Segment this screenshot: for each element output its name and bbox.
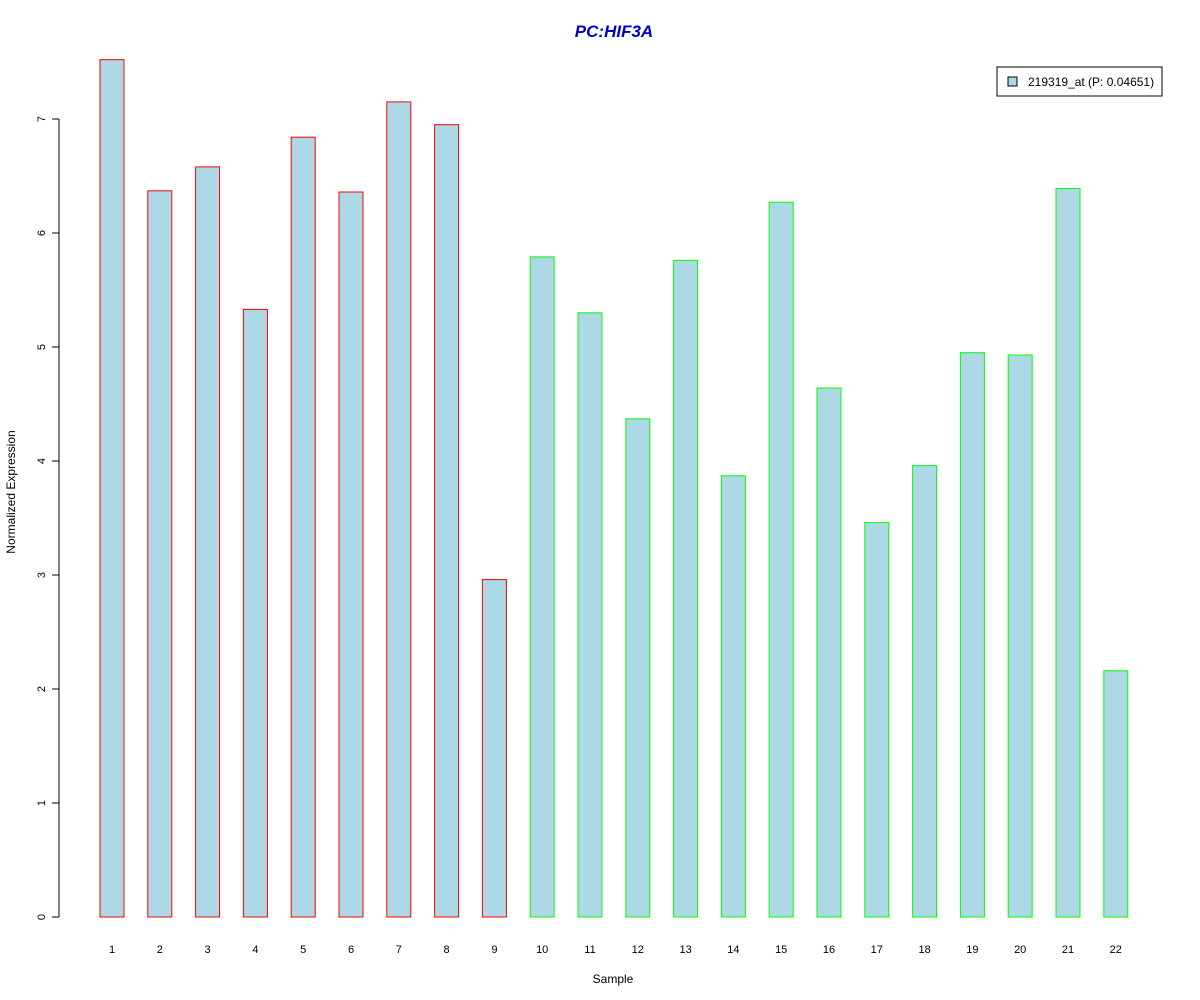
x-tick-label: 19 bbox=[966, 944, 978, 956]
x-tick-label: 4 bbox=[252, 944, 258, 956]
bar-sample-18 bbox=[912, 465, 938, 918]
bar-sample-21 bbox=[1055, 188, 1081, 918]
bar-sample-15 bbox=[768, 201, 794, 918]
x-tick-label: 8 bbox=[444, 944, 450, 956]
x-tick-label: 6 bbox=[348, 944, 354, 956]
y-tick-label: 4 bbox=[36, 458, 48, 464]
x-tick-label: 2 bbox=[157, 944, 163, 956]
x-tick-label: 7 bbox=[396, 944, 402, 956]
x-tick-label: 16 bbox=[823, 944, 835, 956]
chart-title: PC:HIF3A bbox=[575, 22, 653, 41]
bar-sample-16 bbox=[816, 387, 842, 918]
legend-label: 219319_at (P: 0.04651) bbox=[1028, 75, 1154, 89]
bar-sample-1 bbox=[99, 59, 125, 918]
bars-group bbox=[99, 59, 1129, 918]
x-tick-label: 5 bbox=[300, 944, 306, 956]
x-tick-label: 18 bbox=[918, 944, 930, 956]
bar-sample-10 bbox=[529, 256, 555, 918]
y-tick-label: 0 bbox=[36, 914, 48, 920]
bar-sample-5 bbox=[290, 136, 316, 918]
legend: 219319_at (P: 0.04651) bbox=[996, 66, 1163, 97]
x-tick-label: 20 bbox=[1014, 944, 1026, 956]
x-axis-label: Sample bbox=[593, 972, 634, 986]
x-tick-label: 12 bbox=[632, 944, 644, 956]
x-tick-label: 11 bbox=[584, 944, 595, 956]
y-tick-label: 7 bbox=[36, 116, 48, 122]
x-tick-label: 21 bbox=[1062, 944, 1074, 956]
x-tick-label: 13 bbox=[679, 944, 691, 956]
bar-sample-17 bbox=[864, 522, 890, 918]
bar-sample-13 bbox=[673, 259, 699, 918]
bar-sample-2 bbox=[147, 190, 173, 918]
y-tick-label: 1 bbox=[36, 800, 48, 806]
x-tick-label: 14 bbox=[727, 944, 739, 956]
x-tick-label: 9 bbox=[491, 944, 497, 956]
bar-sample-7 bbox=[386, 101, 412, 918]
bar-sample-6 bbox=[338, 191, 364, 918]
x-tick-label: 17 bbox=[871, 944, 883, 956]
bar-sample-11 bbox=[577, 312, 603, 918]
x-tick-label: 15 bbox=[775, 944, 787, 956]
bar-sample-9 bbox=[481, 579, 507, 918]
y-tick-label: 6 bbox=[36, 230, 48, 236]
x-tick-label: 3 bbox=[205, 944, 211, 956]
bar-sample-4 bbox=[242, 308, 268, 918]
legend-box bbox=[996, 66, 1163, 97]
x-tick-label: 22 bbox=[1110, 944, 1122, 956]
bar-sample-3 bbox=[195, 166, 221, 918]
y-tick-label: 3 bbox=[36, 572, 48, 578]
x-tick-label: 1 bbox=[109, 944, 115, 956]
bar-sample-8 bbox=[434, 124, 460, 918]
legend-swatch bbox=[1007, 76, 1018, 87]
x-tick-label: 10 bbox=[536, 944, 548, 956]
bar-sample-14 bbox=[720, 475, 746, 918]
y-tick-label: 5 bbox=[36, 344, 48, 350]
bar-sample-22 bbox=[1103, 670, 1129, 918]
y-axis-label: Normalized Expression bbox=[4, 430, 18, 553]
y-tick-label: 2 bbox=[36, 686, 48, 692]
y-axis: 0 1 2 3 4 5 6 7 bbox=[36, 116, 60, 920]
bar-sample-12 bbox=[625, 418, 651, 918]
x-tick-labels: 1 2 3 4 5 6 7 8 9 10 11 12 13 14 15 16 17 18 19 20 21 22 bbox=[109, 944, 1122, 956]
bar-sample-19 bbox=[959, 352, 985, 918]
bar-sample-20 bbox=[1007, 354, 1033, 918]
